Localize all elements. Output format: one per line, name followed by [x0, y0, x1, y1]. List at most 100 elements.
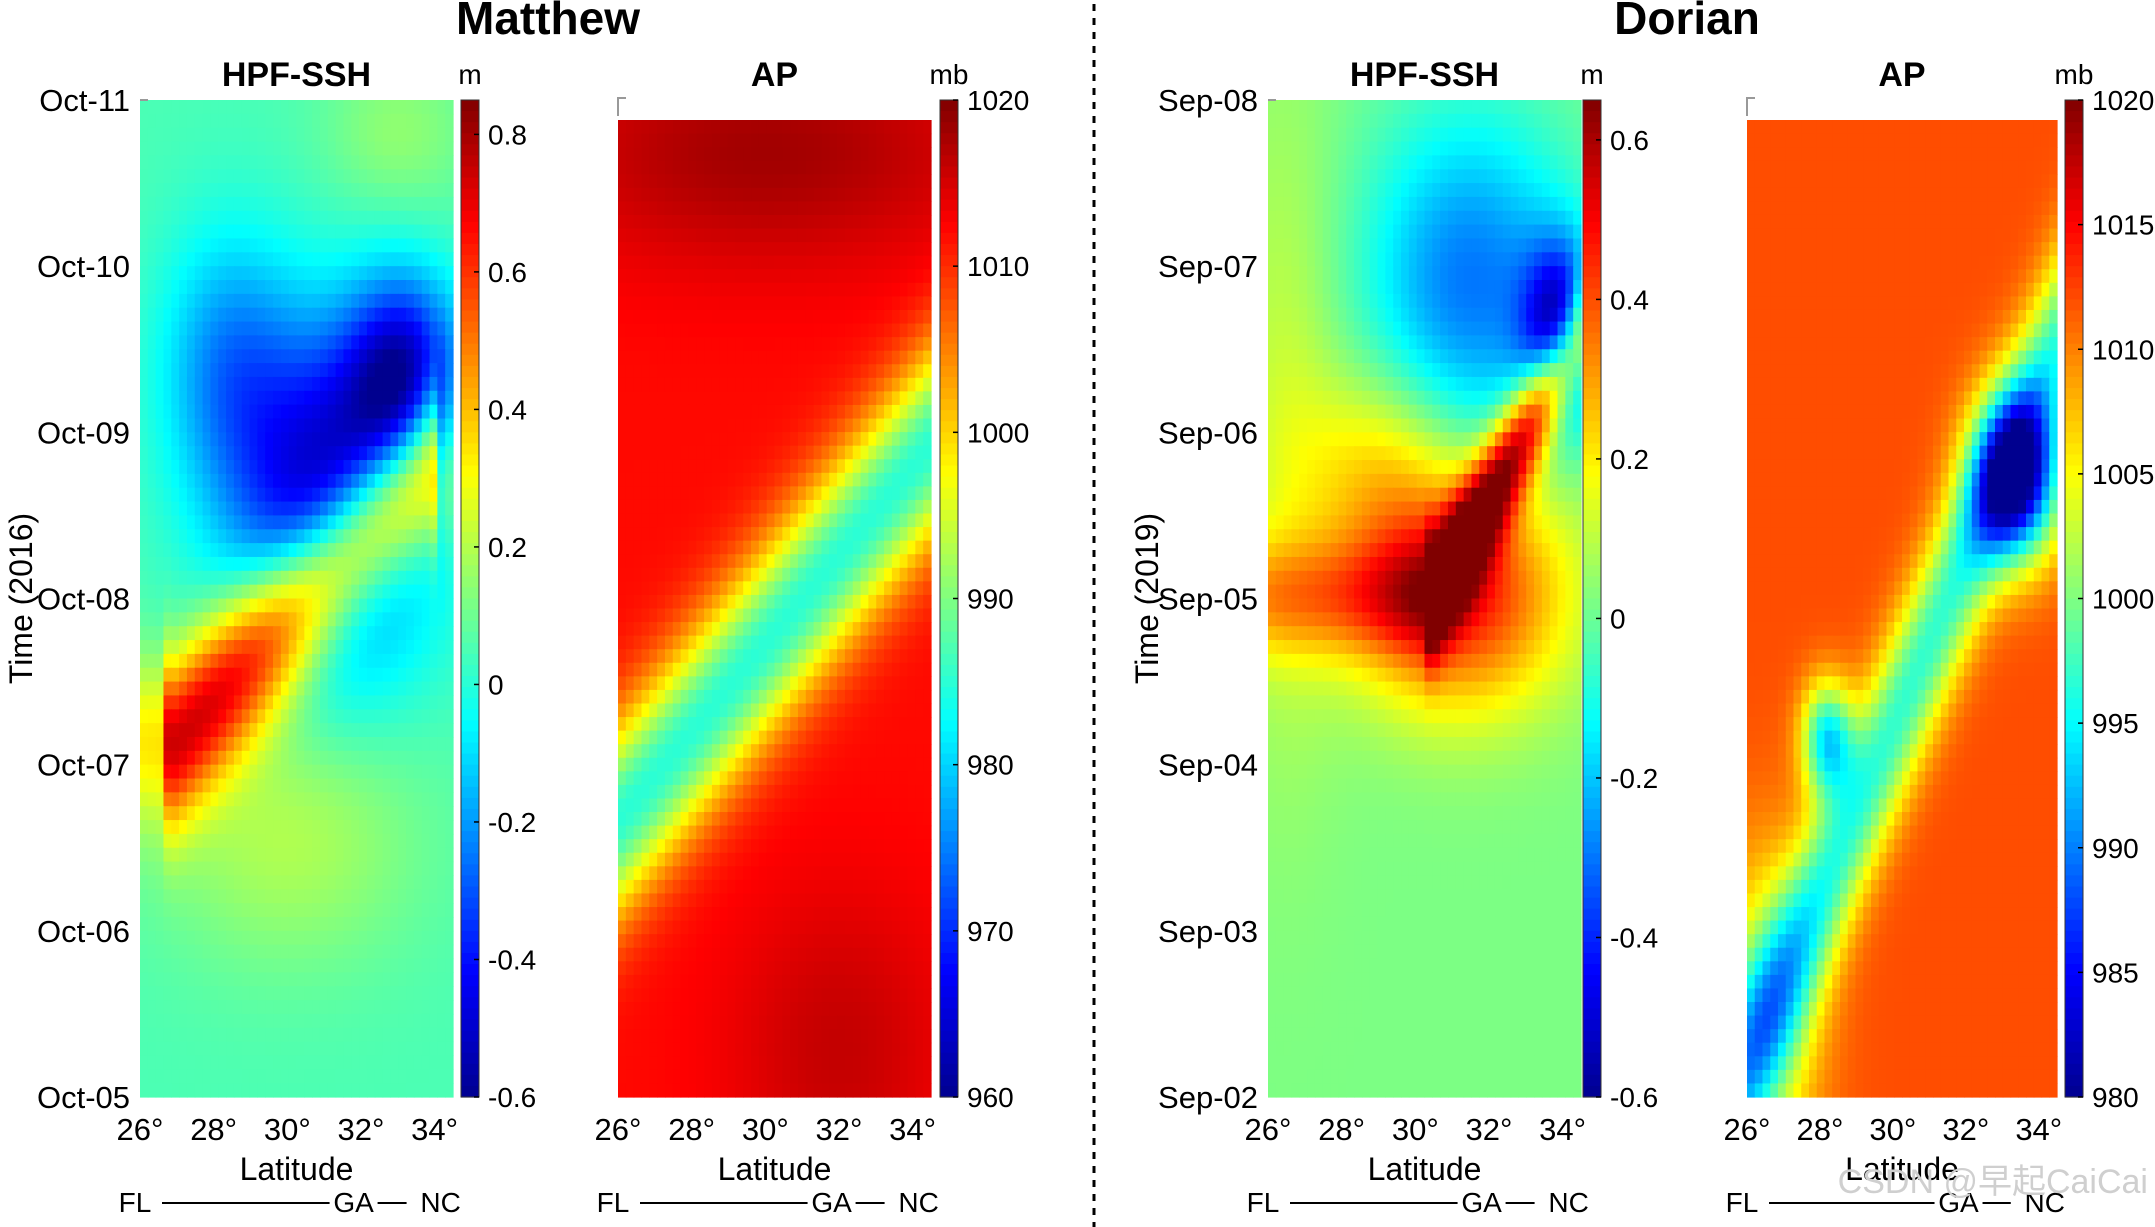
heatmap-cell: [155, 695, 165, 710]
heatmap-cell: [618, 296, 627, 311]
heatmap-cell: [672, 147, 682, 162]
heatmap-cell: [782, 133, 791, 148]
heatmap-cell: [218, 1000, 227, 1015]
heatmap-cell: [445, 1013, 454, 1029]
heatmap-cell: [273, 169, 282, 184]
heatmap-cell: [790, 350, 799, 365]
heatmap-cell: [813, 499, 823, 515]
heatmap-cell: [649, 594, 658, 610]
heatmap-cell: [140, 640, 149, 655]
heatmap-cell: [844, 594, 854, 610]
heatmap-cell: [359, 376, 368, 392]
heatmap-cell: [711, 242, 721, 257]
heatmap-cell: [288, 1000, 298, 1015]
heatmap-cell: [735, 608, 744, 623]
heatmap-cell: [163, 113, 172, 129]
heatmap-cell: [398, 501, 407, 517]
heatmap-cell: [618, 432, 627, 447]
heatmap-cell: [202, 889, 212, 904]
heatmap-cell: [429, 681, 438, 697]
heatmap-cell: [437, 487, 446, 503]
heatmap-cell: [907, 459, 916, 474]
heatmap-cell: [171, 667, 180, 683]
heatmap-cell: [210, 321, 219, 337]
heatmap-cell: [774, 662, 783, 677]
heatmap-cell: [140, 1069, 149, 1084]
heatmap-cell: [766, 214, 776, 230]
heatmap-cell: [805, 744, 815, 759]
heatmap-cell: [633, 567, 643, 582]
heatmap-cell: [758, 730, 768, 745]
heatmap-cell: [296, 792, 305, 807]
heatmap-cell: [915, 581, 924, 596]
heatmap-cell: [680, 771, 690, 786]
heatmap-cell: [186, 764, 196, 780]
heatmap-cell: [312, 1013, 321, 1029]
heatmap-cell: [179, 1027, 188, 1043]
heatmap-cell: [852, 404, 862, 420]
heatmap-cell: [351, 280, 360, 295]
heatmap-cell: [241, 833, 251, 849]
heatmap-cell: [758, 445, 768, 460]
heatmap-cell: [304, 750, 313, 766]
heatmap-cell: [304, 764, 313, 780]
heatmap-cell: [672, 404, 682, 420]
heatmap-cell: [421, 1055, 431, 1070]
heatmap-cell: [813, 540, 823, 555]
heatmap-cell: [257, 861, 266, 877]
heatmap-cell: [390, 432, 399, 447]
heatmap-cell: [343, 847, 352, 863]
heatmap-cell: [727, 594, 736, 610]
heatmap-cell: [147, 1083, 157, 1098]
heatmap-cell: [915, 757, 924, 772]
heatmap-cell: [194, 833, 204, 849]
heatmap-cell: [649, 404, 658, 420]
heatmap-cell: [280, 307, 290, 323]
heatmap-cell: [751, 377, 760, 392]
heatmap-cell: [766, 337, 776, 352]
heatmap-cell: [625, 377, 635, 392]
heatmap-cell: [186, 238, 196, 253]
heatmap-cell: [343, 418, 352, 433]
heatmap-cell: [398, 889, 407, 904]
heatmap-cell: [366, 626, 376, 641]
colorbar-segment: [461, 122, 479, 134]
heatmap-cell: [202, 806, 212, 821]
heatmap-cell: [210, 930, 219, 946]
heatmap-cell: [366, 266, 376, 281]
heatmap-cell: [179, 598, 188, 613]
heatmap-cell: [359, 861, 368, 877]
heatmap-cell: [915, 350, 924, 365]
heatmap-cell: [790, 662, 799, 677]
heatmap-cell: [390, 792, 399, 807]
heatmap-cell: [421, 820, 431, 835]
heatmap-cell: [891, 282, 901, 297]
heatmap-cell: [319, 806, 329, 821]
heatmap-cell: [421, 833, 431, 849]
heatmap-cell: [226, 100, 235, 115]
heatmap-cell: [273, 446, 282, 461]
heatmap-cell: [413, 196, 423, 212]
heatmap-cell: [657, 730, 666, 745]
heatmap-cell: [155, 709, 165, 724]
heatmap-cell: [437, 183, 446, 198]
heatmap-cell: [335, 196, 345, 212]
heatmap-cell: [312, 252, 321, 267]
heatmap-cell: [304, 127, 313, 143]
heatmap-cell: [421, 570, 431, 586]
heatmap-cell: [359, 487, 368, 503]
heatmap-cell: [633, 201, 643, 216]
heatmap-cell: [280, 169, 290, 184]
heatmap-cell: [319, 321, 329, 337]
heatmap-cell: [429, 695, 438, 710]
heatmap-cell: [147, 736, 157, 752]
heatmap-cell: [680, 486, 690, 501]
heatmap-cell: [868, 676, 877, 691]
heatmap-cell: [421, 487, 431, 503]
heatmap-cell: [657, 513, 666, 528]
heatmap-cell: [915, 282, 924, 297]
heatmap-cell: [210, 1027, 219, 1043]
heatmap-cell: [915, 513, 924, 528]
heatmap-cell: [241, 889, 251, 904]
heatmap-cell: [805, 432, 815, 447]
